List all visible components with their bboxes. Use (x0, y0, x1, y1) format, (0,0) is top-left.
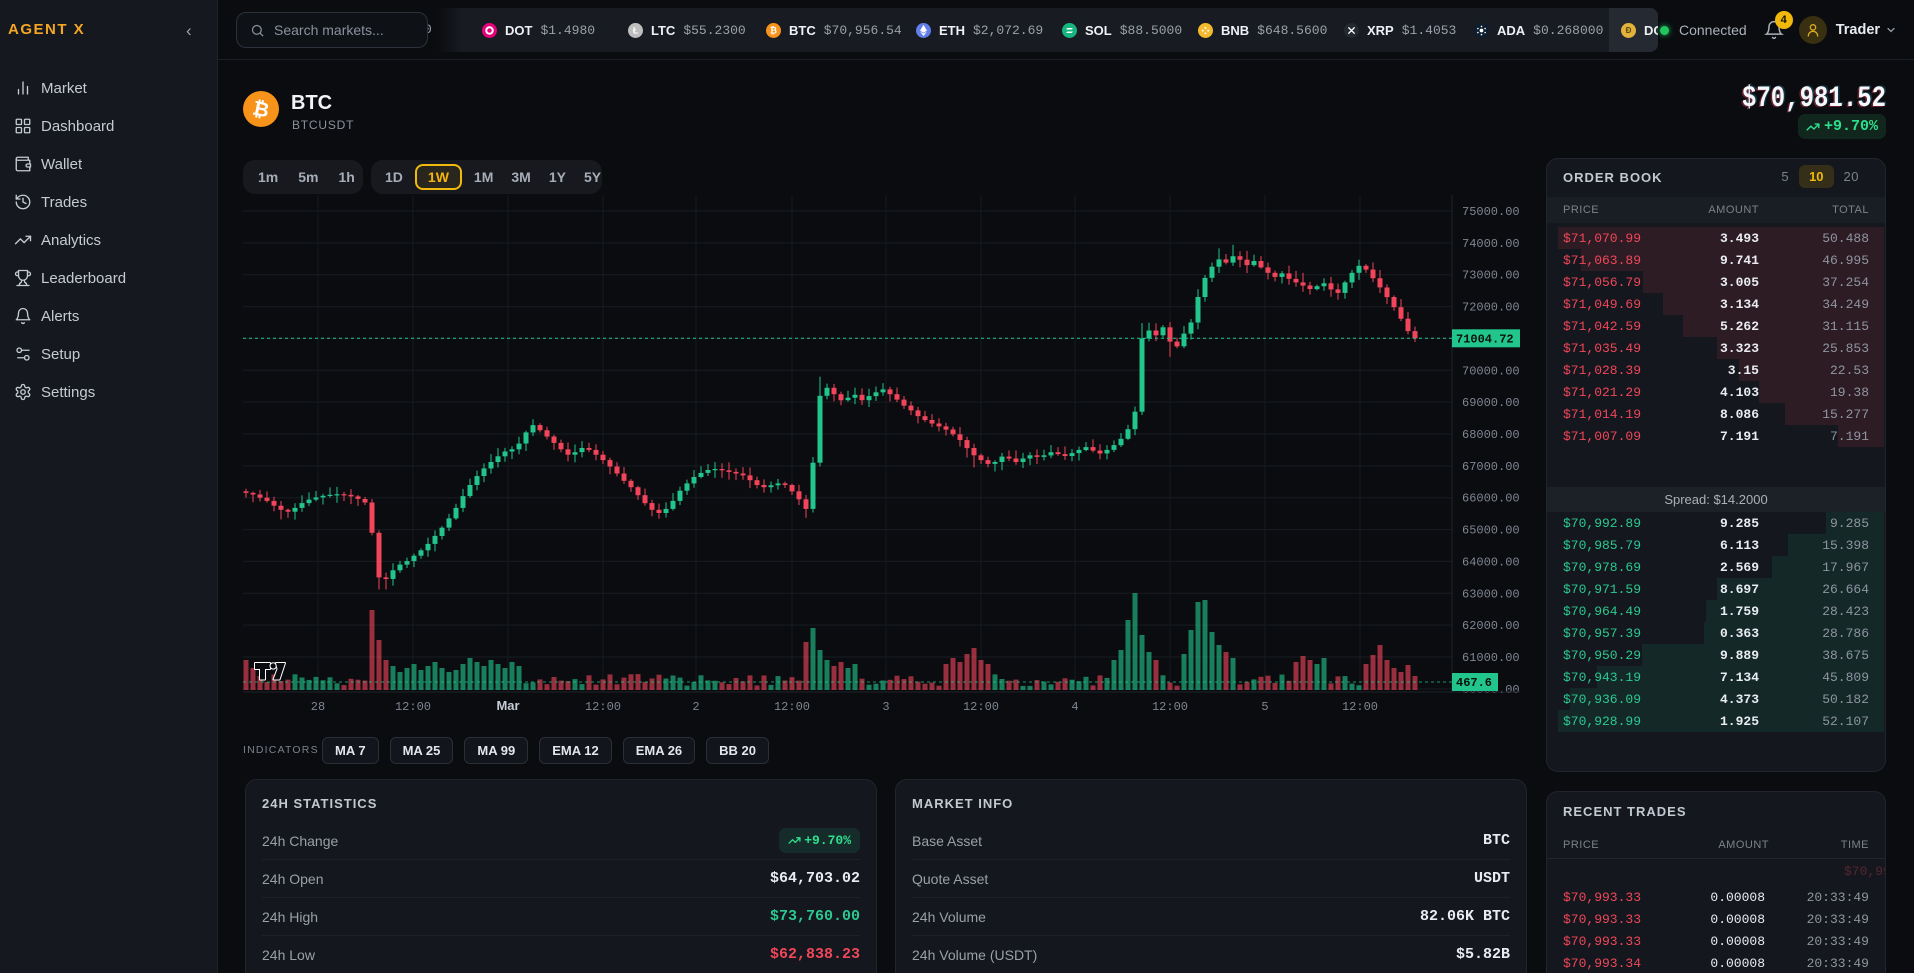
svg-text:64000.00: 64000.00 (1462, 555, 1520, 569)
svg-text:71004.72: 71004.72 (1456, 332, 1514, 346)
svg-text:69000.00: 69000.00 (1462, 396, 1520, 410)
svg-text:12:00: 12:00 (1152, 700, 1188, 714)
svg-text:4: 4 (1071, 700, 1078, 714)
svg-text:12:00: 12:00 (774, 700, 810, 714)
svg-text:70000.00: 70000.00 (1462, 364, 1520, 378)
svg-text:₿: ₿ (251, 98, 272, 123)
svg-text:63000.00: 63000.00 (1462, 587, 1520, 601)
svg-text:72000.00: 72000.00 (1462, 301, 1520, 315)
svg-text:12:00: 12:00 (1342, 700, 1378, 714)
svg-text:12:00: 12:00 (395, 700, 431, 714)
svg-text:67000.00: 67000.00 (1462, 460, 1520, 474)
svg-text:Ł: Ł (633, 25, 639, 35)
svg-text:467.6: 467.6 (1456, 676, 1492, 690)
svg-text:Ð: Ð (1626, 26, 1632, 35)
svg-text:28: 28 (311, 700, 325, 714)
svg-text:Mar: Mar (496, 698, 519, 713)
svg-text:62000.00: 62000.00 (1462, 619, 1520, 633)
svg-text:3: 3 (882, 700, 889, 714)
svg-text:12:00: 12:00 (585, 700, 621, 714)
svg-text:73000.00: 73000.00 (1462, 269, 1520, 283)
svg-text:66000.00: 66000.00 (1462, 492, 1520, 506)
svg-text:74000.00: 74000.00 (1462, 237, 1520, 251)
svg-text:68000.00: 68000.00 (1462, 428, 1520, 442)
svg-text:5: 5 (1261, 700, 1268, 714)
svg-text:2: 2 (692, 700, 699, 714)
svg-text:65000.00: 65000.00 (1462, 524, 1520, 538)
svg-text:75000.00: 75000.00 (1462, 205, 1520, 219)
svg-text:₿: ₿ (770, 25, 777, 35)
svg-text:61000.00: 61000.00 (1462, 651, 1520, 665)
svg-text:12:00: 12:00 (963, 700, 999, 714)
